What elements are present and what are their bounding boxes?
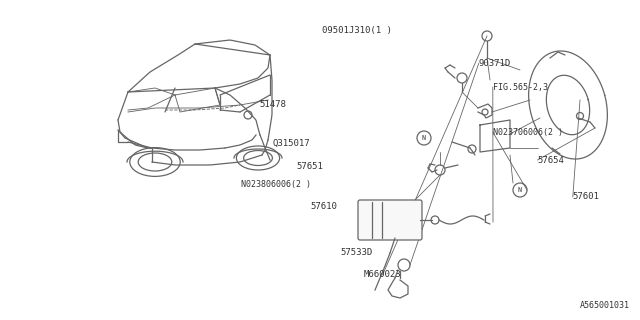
Text: 51478: 51478	[260, 100, 287, 109]
Text: A565001031: A565001031	[580, 301, 630, 310]
Text: 09501J310(1 ): 09501J310(1 )	[322, 26, 392, 35]
Text: 57654: 57654	[538, 156, 564, 164]
FancyBboxPatch shape	[358, 200, 422, 240]
Text: 90371D: 90371D	[479, 59, 511, 68]
Text: N023806006(2 ): N023806006(2 )	[241, 180, 311, 188]
Text: Q315017: Q315017	[272, 139, 310, 148]
Text: M660023: M660023	[364, 270, 401, 279]
Text: N: N	[422, 135, 426, 141]
Text: N: N	[518, 187, 522, 193]
Text: 57610: 57610	[310, 202, 337, 211]
Text: 57533D: 57533D	[340, 248, 372, 257]
Text: N023706006(2 ): N023706006(2 )	[493, 128, 563, 137]
Text: 57601: 57601	[573, 192, 600, 201]
Text: FIG.565-2,3: FIG.565-2,3	[493, 83, 548, 92]
Text: 57651: 57651	[296, 162, 323, 171]
